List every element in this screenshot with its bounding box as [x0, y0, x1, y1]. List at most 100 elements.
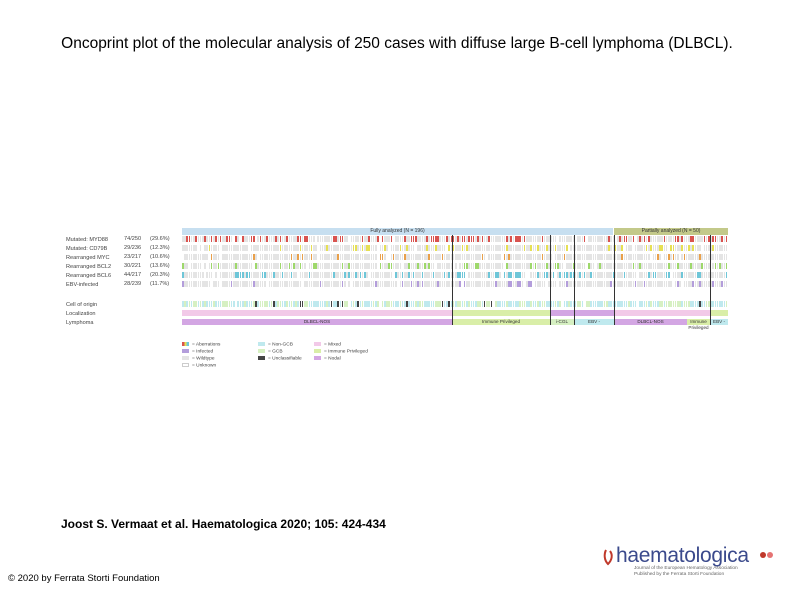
cell-of-origin-cell — [253, 301, 255, 307]
oncoprint-cell — [705, 245, 708, 251]
cell-of-origin-cell — [514, 301, 517, 307]
oncoprint-cell — [341, 263, 344, 269]
oncoprint-cell — [663, 281, 666, 287]
oncoprint-cell — [452, 236, 455, 242]
oncoprint-cell — [352, 236, 355, 242]
oncoprint-cell — [259, 263, 262, 269]
oncoprint-cell — [237, 254, 240, 260]
cell-of-origin-cell — [512, 301, 515, 307]
oncoprint-cell — [255, 272, 257, 278]
oncoprint-cell — [288, 281, 291, 287]
oncoprint-cell — [450, 245, 453, 251]
oncoprint-cell — [284, 236, 286, 242]
oncoprint-cell — [383, 236, 386, 242]
oncoprint-cell — [588, 272, 590, 278]
oncoprint-cell — [590, 236, 592, 242]
oncoprint-cell — [599, 272, 601, 278]
oncoprint-cell — [388, 236, 390, 242]
oncoprint-cell — [352, 245, 355, 251]
oncoprint-cell — [237, 281, 240, 287]
oncoprint-cell — [210, 236, 213, 242]
cell-of-origin-cell — [619, 301, 621, 307]
oncoprint-cell — [501, 281, 504, 287]
oncoprint-cell — [461, 254, 464, 260]
oncoprint-cell — [457, 245, 459, 251]
oncoprint-cell — [705, 236, 708, 242]
oncoprint-cell — [408, 263, 410, 269]
oncoprint-cell — [483, 245, 486, 251]
oncoprint-cell — [326, 254, 328, 260]
oncoprint-cell — [439, 236, 442, 242]
oncoprint-cell — [273, 245, 275, 251]
oncoprint-cell — [497, 263, 499, 269]
oncoprint-cell — [210, 272, 213, 278]
oncoprint-cell — [188, 272, 191, 278]
oncoprint-cell — [332, 236, 335, 242]
oncoprint-cell — [526, 236, 528, 242]
oncoprint-cell — [182, 254, 184, 260]
oncoprint-cell — [226, 281, 228, 287]
cell-of-origin-cell — [546, 301, 548, 307]
oncoprint-cell — [355, 254, 357, 260]
oncoprint-cell — [483, 272, 486, 278]
oncoprint-cell — [264, 254, 266, 260]
oncoprint-cell — [395, 272, 397, 278]
oncoprint-cell — [332, 263, 335, 269]
oncoprint-cell — [699, 254, 701, 260]
oncoprint-cell — [312, 236, 315, 242]
oncoprint-cell — [479, 254, 481, 260]
oncoprint-cell — [237, 272, 240, 278]
cell-of-origin-cell — [417, 301, 419, 307]
oncoprint-cell — [226, 272, 228, 278]
localization-segment — [182, 310, 452, 316]
oncoprint-cell — [510, 263, 513, 269]
cell-of-origin-cell — [330, 301, 333, 307]
oncoprint-cell — [270, 272, 273, 278]
cell-of-origin-cell — [261, 301, 264, 307]
cell-of-origin-cell — [264, 301, 266, 307]
oncoprint-cell — [308, 245, 311, 251]
oncoprint-cell — [326, 272, 328, 278]
oncoprint-cell — [530, 272, 533, 278]
oncoprint-cell — [339, 236, 342, 242]
oncoprint-cell — [459, 263, 462, 269]
oncoprint-cell — [534, 272, 537, 278]
cell-of-origin-cell — [472, 301, 475, 307]
oncoprint-cell — [337, 263, 339, 269]
oncoprint-cell — [408, 254, 410, 260]
oncoprint-cell — [426, 263, 428, 269]
cell-of-origin-cell — [395, 301, 397, 307]
oncoprint-cell — [186, 281, 189, 287]
cell-of-origin-cell — [228, 301, 231, 307]
oncoprint-cell — [488, 236, 490, 242]
oncoprint-cell — [539, 281, 541, 287]
header-fully-analyzed: Fully analyzed (N = 196) — [182, 228, 613, 235]
oncoprint-cell — [372, 281, 375, 287]
cell-of-origin-cell — [701, 301, 703, 307]
oncoprint-cell — [654, 236, 657, 242]
oncoprint-cell — [379, 263, 382, 269]
oncoprint-cell — [286, 263, 288, 269]
row-count: 30/221 — [124, 263, 142, 269]
oncoprint-cell — [186, 272, 189, 278]
oncoprint-cell — [526, 254, 528, 260]
oncoprint-cell — [517, 245, 519, 251]
oncoprint-cell — [441, 254, 444, 260]
oncoprint-cell — [312, 254, 315, 260]
oncoprint-cell — [472, 272, 475, 278]
cell-of-origin-cell — [408, 301, 410, 307]
oncoprint-cell — [648, 236, 650, 242]
oncoprint-cell — [195, 272, 197, 278]
oncoprint-cell — [270, 281, 273, 287]
oncoprint-cell — [463, 254, 466, 260]
oncoprint-cell — [377, 263, 379, 269]
oncoprint-cell — [443, 245, 446, 251]
slide-title: Oncoprint plot of the molecular analysis… — [61, 35, 733, 52]
oncoprint-cell — [412, 254, 415, 260]
cell-of-origin-cell — [410, 301, 413, 307]
oncoprint-cell — [344, 272, 346, 278]
oncoprint-cell — [324, 272, 326, 278]
oncoprint-cell — [390, 236, 393, 242]
oncoprint-cell — [426, 272, 428, 278]
oncoprint-cell — [563, 281, 566, 287]
